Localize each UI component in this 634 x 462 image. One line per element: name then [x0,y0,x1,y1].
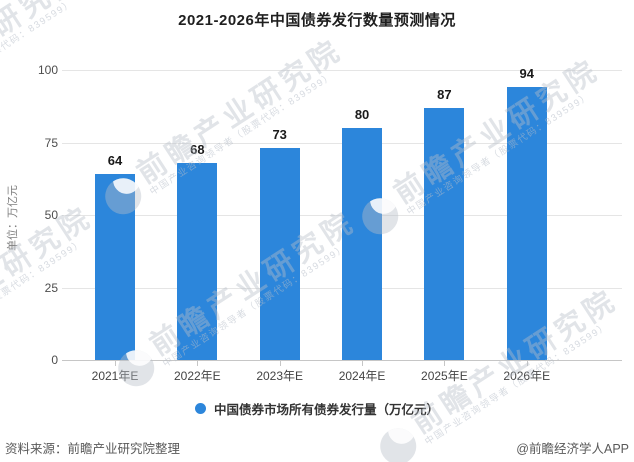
gridline [62,142,622,144]
bar [95,174,135,360]
legend: 中国债券市场所有债券发行量（万亿元） [0,399,634,418]
x-axis-line [62,360,622,361]
bar-value-label: 87 [437,86,452,102]
legend-marker-icon [194,403,206,414]
bar-value-label: 80 [354,107,370,122]
axis-tick-mark [197,361,199,366]
y-axis-tick-label: 75 [44,135,58,150]
y-axis-tick-label: 100 [37,63,58,77]
axis-tick-mark [279,361,281,366]
gridline [62,215,622,216]
axis-tick-mark [444,361,446,366]
legend-label: 中国债券市场所有债券发行量（万亿元） [213,403,439,417]
bar [342,128,383,360]
bar-value-label: 73 [272,127,287,143]
axis-tick-mark [115,361,116,366]
chart-title: 2021-2026年中国债券发行数量预测情况 [178,12,456,29]
bar-value-label: 68 [190,141,205,157]
bar [424,107,465,360]
x-axis-tick-label: 2021年E [91,369,139,383]
y-axis-tick-label: 0 [51,353,58,367]
x-axis-tick-label: 2023年E [256,369,304,383]
x-axis-tick-label: 2025年E [421,369,468,383]
x-axis-tick-label: 2024年E [338,369,386,383]
y-axis-tick-label: 50 [44,208,58,222]
axis-tick-mark [526,361,528,366]
bar-value-label: 94 [519,66,534,82]
bar-value-label: 64 [107,153,123,169]
bar [259,148,300,360]
footer-credit: @前瞻经济学人APP [516,442,629,456]
gridline [62,287,622,289]
footer-source: 资料来源：前瞻产业研究院整理 [5,442,181,456]
bar [177,162,218,360]
axis-tick-mark [362,361,364,366]
gridline [62,70,622,71]
x-axis-tick-label: 2022年E [173,369,221,383]
bar [506,87,547,360]
x-axis-tick-label: 2026年E [503,369,551,383]
y-axis-unit-label: 单位：万亿元 [7,185,19,251]
y-axis-tick-label: 25 [44,280,58,295]
